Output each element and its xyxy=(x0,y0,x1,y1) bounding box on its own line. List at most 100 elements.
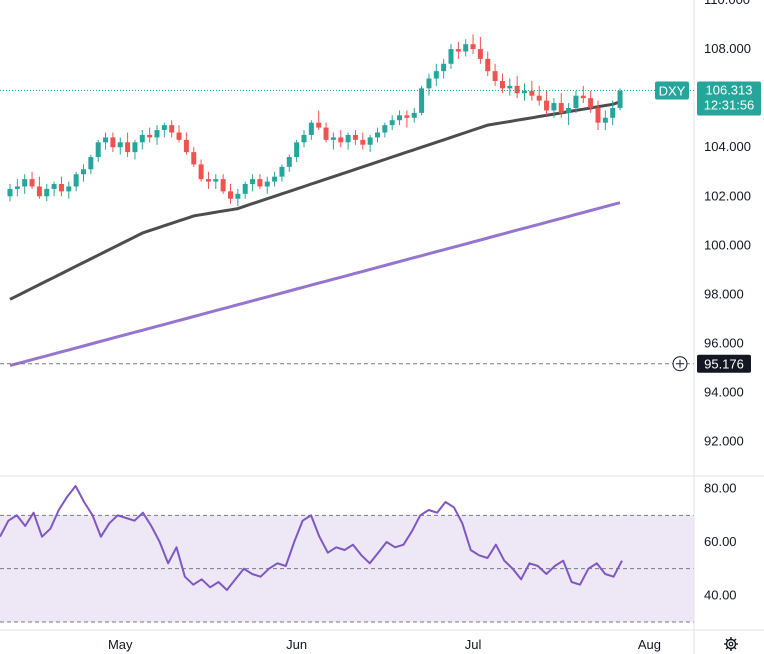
candle[interactable] xyxy=(536,85,542,106)
candle[interactable] xyxy=(161,122,167,138)
candle[interactable] xyxy=(345,132,351,150)
candle[interactable] xyxy=(7,184,13,202)
candle[interactable] xyxy=(485,51,491,77)
candle[interactable] xyxy=(404,110,410,128)
candle[interactable] xyxy=(191,147,197,167)
candle[interactable] xyxy=(58,176,64,197)
candle[interactable] xyxy=(338,130,344,148)
candle[interactable] xyxy=(81,164,86,182)
candles-layer[interactable] xyxy=(7,34,623,207)
candle[interactable] xyxy=(375,127,380,143)
candle[interactable] xyxy=(455,41,461,59)
candle[interactable] xyxy=(139,130,145,150)
candle[interactable] xyxy=(176,125,182,143)
candle[interactable] xyxy=(213,174,219,189)
candle[interactable] xyxy=(147,127,153,143)
candle[interactable] xyxy=(433,63,439,86)
candle[interactable] xyxy=(257,174,263,189)
candle[interactable] xyxy=(602,110,608,131)
candle[interactable] xyxy=(22,174,28,194)
candle[interactable] xyxy=(272,171,278,187)
ma-50-line[interactable] xyxy=(9,100,621,301)
symbol-label: DXY xyxy=(659,83,686,98)
candle[interactable] xyxy=(360,132,366,150)
candle[interactable] xyxy=(36,176,42,199)
candle[interactable] xyxy=(154,125,160,145)
candle-body xyxy=(58,184,64,192)
candle[interactable] xyxy=(352,130,358,145)
candle[interactable] xyxy=(242,181,248,199)
candle[interactable] xyxy=(544,90,550,116)
candle[interactable] xyxy=(419,85,425,116)
candle[interactable] xyxy=(110,132,116,153)
candle[interactable] xyxy=(558,93,564,118)
candle[interactable] xyxy=(426,73,432,96)
price-tick-label: 94.000 xyxy=(704,385,744,400)
candle[interactable] xyxy=(228,184,233,204)
candle[interactable] xyxy=(588,90,594,113)
candle[interactable] xyxy=(448,44,454,69)
candle[interactable] xyxy=(125,132,131,158)
candle[interactable] xyxy=(51,181,57,197)
ma-200-line[interactable] xyxy=(9,201,621,368)
candle[interactable] xyxy=(250,174,256,192)
candle[interactable] xyxy=(308,120,314,140)
settings-gear-icon[interactable] xyxy=(724,637,738,651)
candle-body xyxy=(463,44,469,52)
candle-body xyxy=(544,100,550,111)
candle[interactable] xyxy=(44,184,50,202)
candle[interactable] xyxy=(514,76,520,99)
candle[interactable] xyxy=(382,122,388,138)
candle-body xyxy=(330,137,336,140)
candle[interactable] xyxy=(507,78,513,96)
candle[interactable] xyxy=(198,159,204,182)
candle[interactable] xyxy=(389,115,395,131)
candle[interactable] xyxy=(330,132,336,150)
candle[interactable] xyxy=(205,171,211,189)
candle[interactable] xyxy=(499,73,505,94)
candle[interactable] xyxy=(235,188,241,207)
candle[interactable] xyxy=(29,171,35,189)
price-axis-layer[interactable]: 92.000 94.000 96.000 98.000 100.000 102.000 10… xyxy=(704,0,751,602)
candle[interactable] xyxy=(470,34,476,54)
candle[interactable] xyxy=(132,139,138,160)
candle[interactable] xyxy=(492,63,498,86)
candle[interactable] xyxy=(411,107,417,123)
candle[interactable] xyxy=(301,130,307,148)
candle-body xyxy=(51,184,57,189)
candle[interactable] xyxy=(566,103,572,126)
candle[interactable] xyxy=(323,122,329,143)
candle[interactable] xyxy=(477,36,483,64)
candle[interactable] xyxy=(617,88,623,111)
marked-level-badge[interactable]: 95.176 xyxy=(672,354,751,373)
candle[interactable] xyxy=(573,90,579,113)
candle[interactable] xyxy=(95,139,101,162)
candle[interactable] xyxy=(66,181,72,199)
candle[interactable] xyxy=(220,174,226,194)
candle[interactable] xyxy=(169,120,175,138)
candle[interactable] xyxy=(286,154,292,172)
candle[interactable] xyxy=(441,58,447,79)
candle[interactable] xyxy=(367,134,373,153)
candle[interactable] xyxy=(264,176,270,194)
candle[interactable] xyxy=(279,164,285,182)
candle-body xyxy=(235,193,241,199)
candle[interactable] xyxy=(463,39,469,57)
candle[interactable] xyxy=(294,139,300,162)
candle[interactable] xyxy=(183,132,189,155)
candle[interactable] xyxy=(595,100,601,131)
candle[interactable] xyxy=(580,85,586,104)
candle[interactable] xyxy=(522,83,527,101)
candle[interactable] xyxy=(88,154,94,175)
candle[interactable] xyxy=(103,132,109,150)
time-axis-layer[interactable]: May Jun Jul Aug xyxy=(108,637,661,652)
rsi-line[interactable] xyxy=(0,485,623,591)
candle[interactable] xyxy=(316,110,322,131)
candle[interactable] xyxy=(117,137,123,155)
candle[interactable] xyxy=(610,100,616,126)
candle[interactable] xyxy=(14,179,20,197)
candle[interactable] xyxy=(551,98,557,118)
candle[interactable] xyxy=(397,110,403,126)
candle[interactable] xyxy=(73,171,79,192)
